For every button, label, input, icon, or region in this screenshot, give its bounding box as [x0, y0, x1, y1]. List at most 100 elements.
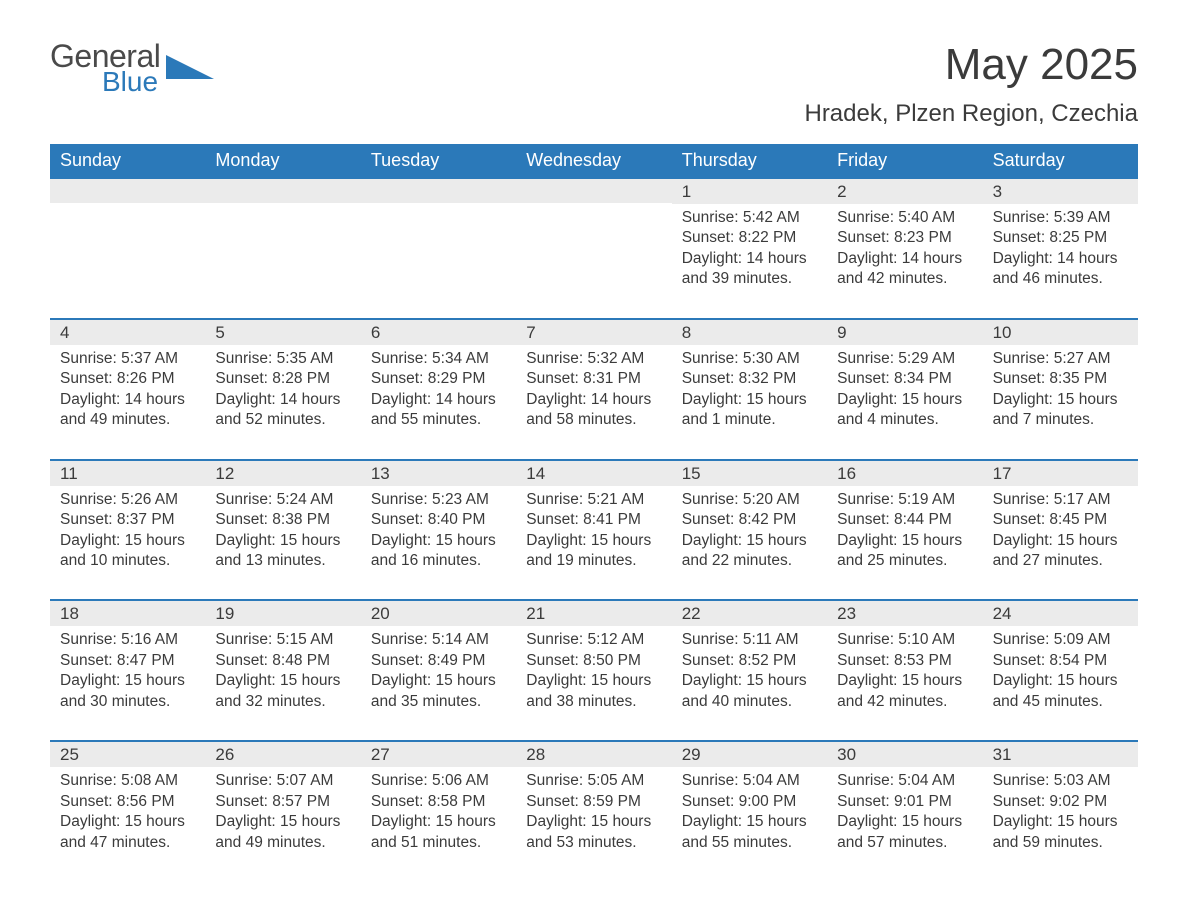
day-cell: 23Sunrise: 5:10 AMSunset: 8:53 PMDayligh…	[827, 601, 982, 740]
sunrise-line: Sunrise: 5:20 AM	[682, 490, 817, 510]
day-cell: 26Sunrise: 5:07 AMSunset: 8:57 PMDayligh…	[205, 742, 360, 881]
sunrise-line: Sunrise: 5:19 AM	[837, 490, 972, 510]
sunrise-line: Sunrise: 5:14 AM	[371, 630, 506, 650]
day-number: 17	[983, 461, 1138, 486]
sunset-line: Sunset: 8:45 PM	[993, 510, 1128, 530]
day-number: 20	[361, 601, 516, 626]
day-number: 23	[827, 601, 982, 626]
daylight-line: Daylight: 15 hours and 25 minutes.	[837, 531, 972, 572]
empty-day-cell	[361, 179, 516, 318]
day-content: Sunrise: 5:04 AMSunset: 9:00 PMDaylight:…	[672, 767, 827, 853]
day-number: 22	[672, 601, 827, 626]
sunrise-line: Sunrise: 5:06 AM	[371, 771, 506, 791]
sunrise-line: Sunrise: 5:04 AM	[682, 771, 817, 791]
daylight-line: Daylight: 15 hours and 13 minutes.	[215, 531, 350, 572]
sunrise-line: Sunrise: 5:32 AM	[526, 349, 661, 369]
daylight-line: Daylight: 15 hours and 10 minutes.	[60, 531, 195, 572]
day-cell: 1Sunrise: 5:42 AMSunset: 8:22 PMDaylight…	[672, 179, 827, 318]
day-content: Sunrise: 5:30 AMSunset: 8:32 PMDaylight:…	[672, 345, 827, 431]
day-content: Sunrise: 5:17 AMSunset: 8:45 PMDaylight:…	[983, 486, 1138, 572]
day-cell: 22Sunrise: 5:11 AMSunset: 8:52 PMDayligh…	[672, 601, 827, 740]
day-content: Sunrise: 5:26 AMSunset: 8:37 PMDaylight:…	[50, 486, 205, 572]
sunrise-line: Sunrise: 5:15 AM	[215, 630, 350, 650]
day-cell: 8Sunrise: 5:30 AMSunset: 8:32 PMDaylight…	[672, 320, 827, 459]
day-content: Sunrise: 5:10 AMSunset: 8:53 PMDaylight:…	[827, 626, 982, 712]
sunset-line: Sunset: 8:41 PM	[526, 510, 661, 530]
daylight-line: Daylight: 14 hours and 55 minutes.	[371, 390, 506, 431]
day-content: Sunrise: 5:11 AMSunset: 8:52 PMDaylight:…	[672, 626, 827, 712]
day-content: Sunrise: 5:20 AMSunset: 8:42 PMDaylight:…	[672, 486, 827, 572]
day-cell: 6Sunrise: 5:34 AMSunset: 8:29 PMDaylight…	[361, 320, 516, 459]
sunrise-line: Sunrise: 5:23 AM	[371, 490, 506, 510]
sunset-line: Sunset: 8:38 PM	[215, 510, 350, 530]
sunset-line: Sunset: 8:22 PM	[682, 228, 817, 248]
sunrise-line: Sunrise: 5:03 AM	[993, 771, 1128, 791]
weekday-header: Sunday	[50, 144, 205, 177]
day-content: Sunrise: 5:23 AMSunset: 8:40 PMDaylight:…	[361, 486, 516, 572]
sunset-line: Sunset: 8:40 PM	[371, 510, 506, 530]
weekday-header: Wednesday	[516, 144, 671, 177]
sunrise-line: Sunrise: 5:05 AM	[526, 771, 661, 791]
empty-daynum-band	[516, 179, 671, 203]
sunrise-line: Sunrise: 5:27 AM	[993, 349, 1128, 369]
day-content: Sunrise: 5:16 AMSunset: 8:47 PMDaylight:…	[50, 626, 205, 712]
day-number: 25	[50, 742, 205, 767]
day-number: 6	[361, 320, 516, 345]
sunrise-line: Sunrise: 5:08 AM	[60, 771, 195, 791]
daylight-line: Daylight: 15 hours and 47 minutes.	[60, 812, 195, 853]
day-number: 27	[361, 742, 516, 767]
daylight-line: Daylight: 15 hours and 32 minutes.	[215, 671, 350, 712]
daylight-line: Daylight: 15 hours and 49 minutes.	[215, 812, 350, 853]
sunrise-line: Sunrise: 5:07 AM	[215, 771, 350, 791]
weekday-header-row: Sunday Monday Tuesday Wednesday Thursday…	[50, 144, 1138, 177]
daylight-line: Daylight: 15 hours and 51 minutes.	[371, 812, 506, 853]
day-content: Sunrise: 5:42 AMSunset: 8:22 PMDaylight:…	[672, 204, 827, 290]
day-number: 5	[205, 320, 360, 345]
location-subtitle: Hradek, Plzen Region, Czechia	[804, 100, 1138, 128]
day-cell: 31Sunrise: 5:03 AMSunset: 9:02 PMDayligh…	[983, 742, 1138, 881]
calendar: Sunday Monday Tuesday Wednesday Thursday…	[50, 144, 1138, 881]
day-number: 10	[983, 320, 1138, 345]
sunrise-line: Sunrise: 5:39 AM	[993, 208, 1128, 228]
day-content: Sunrise: 5:12 AMSunset: 8:50 PMDaylight:…	[516, 626, 671, 712]
sunset-line: Sunset: 8:58 PM	[371, 792, 506, 812]
daylight-line: Daylight: 15 hours and 1 minute.	[682, 390, 817, 431]
daylight-line: Daylight: 15 hours and 22 minutes.	[682, 531, 817, 572]
day-number: 12	[205, 461, 360, 486]
sunrise-line: Sunrise: 5:21 AM	[526, 490, 661, 510]
daylight-line: Daylight: 15 hours and 40 minutes.	[682, 671, 817, 712]
sunset-line: Sunset: 8:50 PM	[526, 651, 661, 671]
daylight-line: Daylight: 15 hours and 30 minutes.	[60, 671, 195, 712]
sunrise-line: Sunrise: 5:10 AM	[837, 630, 972, 650]
sunset-line: Sunset: 8:35 PM	[993, 369, 1128, 389]
day-cell: 12Sunrise: 5:24 AMSunset: 8:38 PMDayligh…	[205, 461, 360, 600]
sunset-line: Sunset: 8:25 PM	[993, 228, 1128, 248]
day-cell: 7Sunrise: 5:32 AMSunset: 8:31 PMDaylight…	[516, 320, 671, 459]
day-content: Sunrise: 5:08 AMSunset: 8:56 PMDaylight:…	[50, 767, 205, 853]
empty-day-cell	[50, 179, 205, 318]
sunrise-line: Sunrise: 5:04 AM	[837, 771, 972, 791]
day-number: 7	[516, 320, 671, 345]
day-cell: 11Sunrise: 5:26 AMSunset: 8:37 PMDayligh…	[50, 461, 205, 600]
sunset-line: Sunset: 8:56 PM	[60, 792, 195, 812]
day-content: Sunrise: 5:40 AMSunset: 8:23 PMDaylight:…	[827, 204, 982, 290]
daylight-line: Daylight: 15 hours and 4 minutes.	[837, 390, 972, 431]
sunrise-line: Sunrise: 5:30 AM	[682, 349, 817, 369]
day-number: 9	[827, 320, 982, 345]
daylight-line: Daylight: 14 hours and 46 minutes.	[993, 249, 1128, 290]
daylight-line: Daylight: 15 hours and 16 minutes.	[371, 531, 506, 572]
week-row: 18Sunrise: 5:16 AMSunset: 8:47 PMDayligh…	[50, 599, 1138, 740]
weekday-header: Tuesday	[361, 144, 516, 177]
empty-day-cell	[516, 179, 671, 318]
sunset-line: Sunset: 8:59 PM	[526, 792, 661, 812]
sunset-line: Sunset: 8:47 PM	[60, 651, 195, 671]
day-content: Sunrise: 5:04 AMSunset: 9:01 PMDaylight:…	[827, 767, 982, 853]
sunset-line: Sunset: 8:53 PM	[837, 651, 972, 671]
weekday-header: Saturday	[983, 144, 1138, 177]
sunset-line: Sunset: 8:26 PM	[60, 369, 195, 389]
day-number: 11	[50, 461, 205, 486]
day-content: Sunrise: 5:32 AMSunset: 8:31 PMDaylight:…	[516, 345, 671, 431]
daylight-line: Daylight: 14 hours and 58 minutes.	[526, 390, 661, 431]
day-cell: 29Sunrise: 5:04 AMSunset: 9:00 PMDayligh…	[672, 742, 827, 881]
daylight-line: Daylight: 15 hours and 19 minutes.	[526, 531, 661, 572]
